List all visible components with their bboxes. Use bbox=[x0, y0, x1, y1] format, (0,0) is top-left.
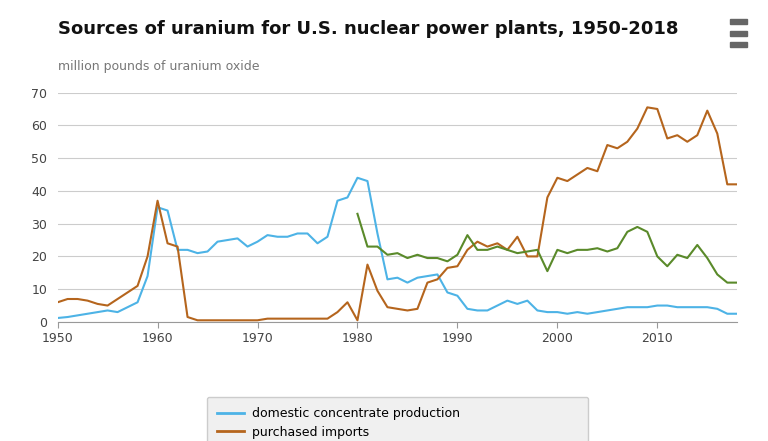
Text: Sources of uranium for U.S. nuclear power plants, 1950-2018: Sources of uranium for U.S. nuclear powe… bbox=[58, 20, 678, 38]
Text: million pounds of uranium oxide: million pounds of uranium oxide bbox=[58, 60, 259, 72]
Legend: domestic concentrate production, purchased imports, U.S. power plant purchases f: domestic concentrate production, purchas… bbox=[207, 397, 588, 441]
